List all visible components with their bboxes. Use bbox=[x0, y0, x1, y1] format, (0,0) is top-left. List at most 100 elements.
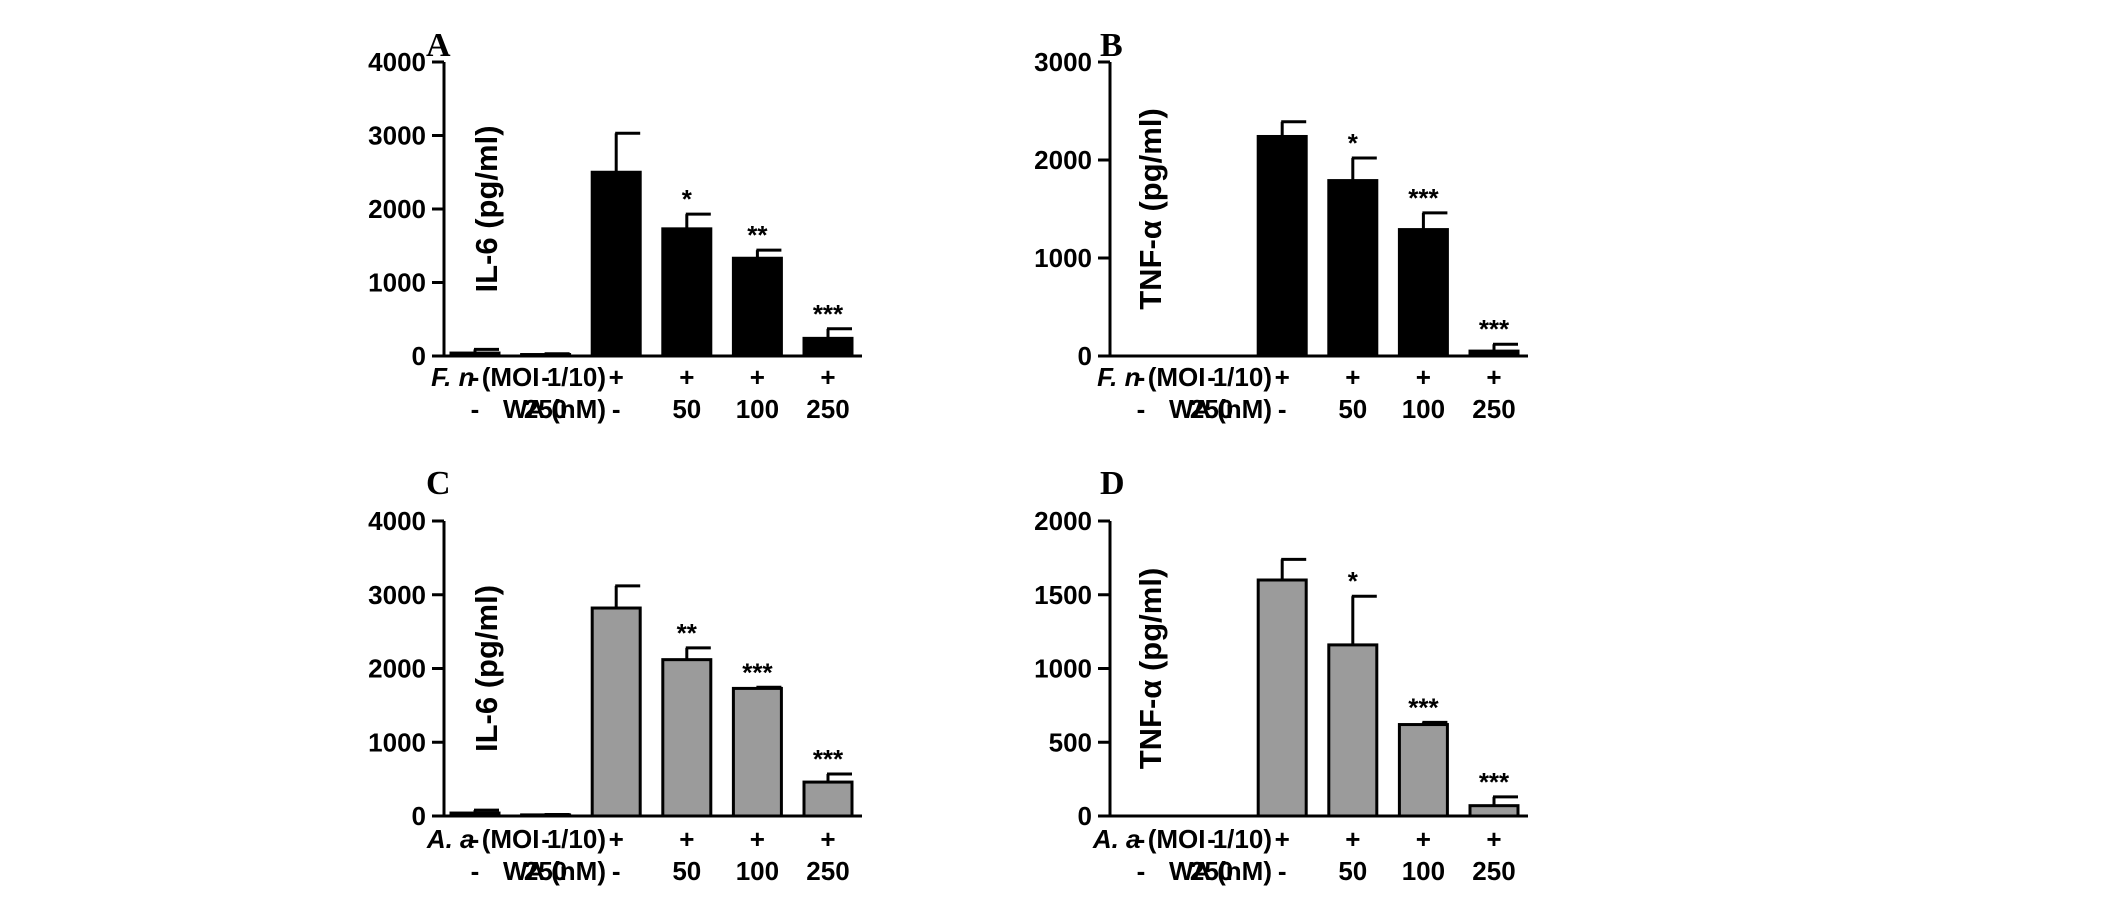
y-tick-label: 500 bbox=[1049, 727, 1092, 757]
bar bbox=[1397, 228, 1449, 358]
significance-label: * bbox=[1348, 128, 1359, 158]
organism-name: A. a bbox=[1092, 824, 1141, 854]
y-tick-label: 3000 bbox=[368, 121, 426, 151]
condition-value: + bbox=[609, 362, 624, 392]
panel-letter: B bbox=[1100, 27, 1123, 64]
y-tick-label: 0 bbox=[1078, 801, 1092, 831]
condition-value: - bbox=[471, 856, 480, 886]
panel-letter: D bbox=[1100, 465, 1125, 502]
condition-value: + bbox=[679, 824, 694, 854]
condition-value: + bbox=[1416, 824, 1431, 854]
panel-letter: A bbox=[426, 27, 451, 64]
significance-label: *** bbox=[742, 657, 773, 687]
condition-row-text: (MOI 1/10) bbox=[1141, 824, 1272, 854]
condition-value: 250 bbox=[1190, 394, 1233, 424]
condition-value: + bbox=[679, 362, 694, 392]
significance-label: *** bbox=[813, 744, 844, 774]
y-tick-label: 1000 bbox=[368, 727, 426, 757]
y-tick-label: 4000 bbox=[368, 47, 426, 77]
condition-value: - bbox=[1207, 362, 1216, 392]
condition-value: 250 bbox=[524, 394, 567, 424]
condition-value: + bbox=[1486, 824, 1501, 854]
y-tick-label: 1000 bbox=[1034, 243, 1092, 273]
condition-value: + bbox=[1486, 362, 1501, 392]
bar bbox=[1256, 134, 1308, 358]
y-tick-label: 2000 bbox=[1034, 506, 1092, 536]
y-tick-label: 2000 bbox=[368, 194, 426, 224]
y-axis-label: TNF-α (pg/ml) bbox=[1133, 108, 1168, 310]
condition-value: 100 bbox=[736, 394, 779, 424]
y-tick-label: 0 bbox=[412, 341, 426, 371]
bar bbox=[1256, 578, 1308, 818]
significance-label: *** bbox=[813, 299, 844, 329]
condition-value: - bbox=[612, 856, 621, 886]
bar bbox=[802, 780, 854, 818]
condition-value: - bbox=[471, 394, 480, 424]
condition-row-label: A. a (MOI 1/10) bbox=[426, 824, 606, 854]
bar bbox=[661, 658, 713, 818]
significance-label: *** bbox=[1408, 692, 1439, 722]
y-tick-label: 2000 bbox=[1034, 145, 1092, 175]
significance-label: *** bbox=[1408, 183, 1439, 213]
y-tick-label: 3000 bbox=[1034, 47, 1092, 77]
panel-letter: C bbox=[426, 465, 451, 502]
condition-value: 50 bbox=[672, 394, 701, 424]
y-tick-label: 4000 bbox=[368, 506, 426, 536]
organism-name: F. n bbox=[1097, 362, 1140, 392]
organism-name: F. n bbox=[431, 362, 474, 392]
bar bbox=[1327, 643, 1379, 818]
condition-value: + bbox=[820, 362, 835, 392]
condition-value: - bbox=[471, 824, 480, 854]
condition-value: + bbox=[609, 824, 624, 854]
condition-value: 250 bbox=[1190, 856, 1233, 886]
y-tick-label: 3000 bbox=[368, 580, 426, 610]
condition-value: - bbox=[541, 362, 550, 392]
significance-label: *** bbox=[1479, 314, 1510, 344]
condition-value: + bbox=[1345, 824, 1360, 854]
y-axis-label: IL-6 (pg/ml) bbox=[469, 585, 504, 752]
bar bbox=[731, 686, 783, 818]
condition-value: - bbox=[541, 824, 550, 854]
bar bbox=[661, 227, 713, 358]
condition-value: + bbox=[1275, 362, 1290, 392]
condition-value: 250 bbox=[524, 856, 567, 886]
bar bbox=[590, 170, 642, 358]
y-tick-label: 0 bbox=[412, 801, 426, 831]
bar bbox=[1327, 179, 1379, 358]
y-tick-label: 2000 bbox=[368, 654, 426, 684]
significance-label: *** bbox=[1479, 767, 1510, 797]
condition-row-text: WA (nM) bbox=[503, 394, 606, 424]
condition-row-label: A. a (MOI 1/10) bbox=[1092, 824, 1272, 854]
condition-row-text: WA (nM) bbox=[1169, 394, 1272, 424]
bar bbox=[449, 811, 501, 818]
condition-row-text: (MOI 1/10) bbox=[1141, 362, 1272, 392]
bar bbox=[731, 256, 783, 358]
bar bbox=[520, 813, 572, 818]
significance-label: ** bbox=[677, 618, 698, 648]
condition-row-text: (MOI 1/10) bbox=[475, 362, 606, 392]
condition-row-label: WA (nM) bbox=[503, 856, 606, 886]
significance-label: ** bbox=[747, 220, 768, 250]
y-tick-label: 1000 bbox=[368, 268, 426, 298]
condition-value: - bbox=[471, 362, 480, 392]
y-tick-label: 1500 bbox=[1034, 580, 1092, 610]
condition-value: - bbox=[1207, 824, 1216, 854]
bar bbox=[1468, 349, 1520, 358]
condition-value: 100 bbox=[1402, 856, 1445, 886]
condition-value: + bbox=[820, 824, 835, 854]
condition-value: + bbox=[750, 824, 765, 854]
bar bbox=[520, 353, 572, 358]
condition-value: + bbox=[1416, 362, 1431, 392]
condition-value: - bbox=[1137, 824, 1146, 854]
organism-name: A. a bbox=[426, 824, 475, 854]
condition-value: - bbox=[1137, 856, 1146, 886]
condition-value: 50 bbox=[672, 856, 701, 886]
condition-value: 50 bbox=[1338, 394, 1367, 424]
condition-value: + bbox=[1345, 362, 1360, 392]
condition-row-label: WA (nM) bbox=[1169, 394, 1272, 424]
condition-value: - bbox=[1137, 394, 1146, 424]
condition-value: 250 bbox=[1472, 394, 1515, 424]
